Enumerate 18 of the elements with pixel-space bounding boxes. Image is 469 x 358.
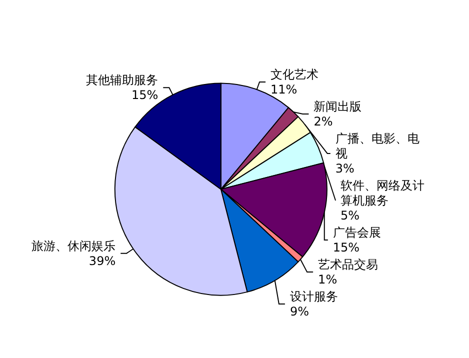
data-label: 15% bbox=[332, 240, 360, 254]
slice-label: 旅游、休闲娱乐 bbox=[32, 238, 116, 253]
data-label: 11% bbox=[270, 82, 298, 96]
slice-label: 其他辅助服务 bbox=[86, 73, 158, 88]
data-label: 5% bbox=[340, 208, 360, 222]
slice-label: 艺术品交易 bbox=[318, 257, 378, 272]
data-label: 2% bbox=[314, 114, 333, 128]
data-label: 1% bbox=[318, 272, 338, 286]
slice-label: 设计服务 bbox=[290, 289, 338, 304]
data-label: 3% bbox=[335, 161, 354, 176]
slice-label: 软件、网络及计算机服务 bbox=[340, 178, 425, 208]
slice-label: 广播、电影、电视 bbox=[335, 131, 420, 160]
data-label: 15% bbox=[131, 88, 158, 102]
slice-label: 广告会展 bbox=[332, 225, 381, 240]
data-label: 9% bbox=[290, 304, 309, 318]
data-label: 39% bbox=[88, 254, 116, 268]
slice-label: 新闻出版 bbox=[314, 99, 362, 114]
slice-label: 文化艺术 bbox=[270, 67, 319, 82]
